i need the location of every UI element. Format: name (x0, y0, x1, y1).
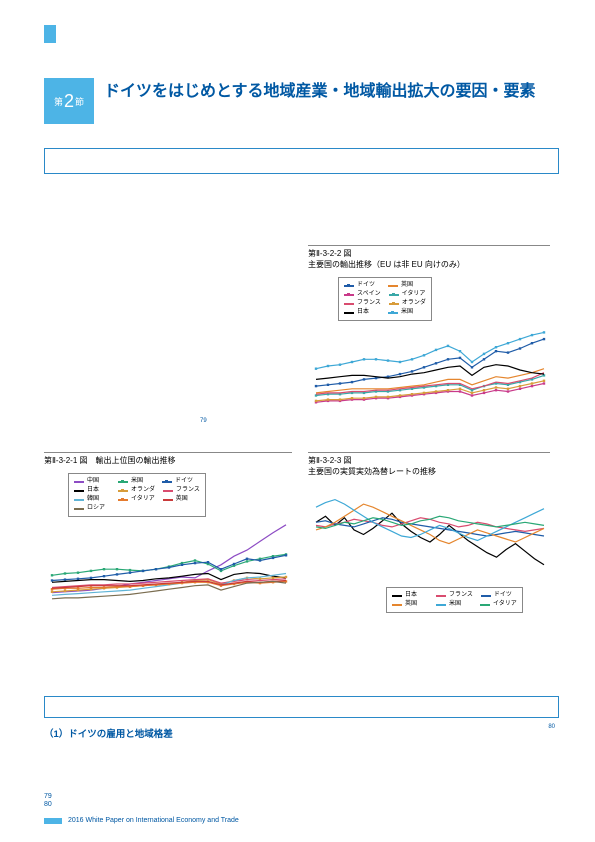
footnote-79: 79 (200, 418, 207, 424)
chart3-title: 第Ⅱ-3-2-3 図主要国の実質実効為替レートの推移 (308, 452, 550, 477)
subtitle-box (44, 148, 559, 174)
section-badge: 第 2 節 (44, 78, 94, 124)
chart1-title: 第Ⅱ-3-2-1 図 輸出上位国の輸出推移 (44, 452, 292, 466)
chart-block-1: 第Ⅱ-3-2-1 図 輸出上位国の輸出推移 中国米国ドイツ日本オランダフランス韓… (44, 452, 292, 614)
chart2-legend: ドイツ英国スペインイタリアフランスオランダ日本米国 (338, 277, 432, 321)
page-title: ドイツをはじめとする地域産業・地域輸出拡大の要因・要素 (104, 80, 559, 104)
section-prefix: 第 (54, 95, 63, 108)
chart-block-2: 第Ⅱ-3-2-2 図主要国の輸出推移（EU は非 EU 向けのみ） ドイツ英国ス… (308, 245, 550, 423)
footer-bar (44, 818, 62, 824)
chart1-legend: 中国米国ドイツ日本オランダフランス韓国イタリア英国ロシア (68, 473, 206, 517)
chart3-legend: 日本フランスドイツ英国米国イタリア (386, 587, 523, 613)
footer-text: 2016 White Paper on International Econom… (68, 817, 239, 824)
subhead-box-2 (44, 696, 559, 718)
section-number: 2 (64, 91, 74, 112)
chart2-title: 第Ⅱ-3-2-2 図主要国の輸出推移（EU は非 EU 向けのみ） (308, 245, 550, 270)
section-suffix: 節 (75, 95, 84, 108)
top-marker (44, 25, 56, 43)
pagenum-a: 79 (44, 793, 52, 800)
footnote-80: 80 (548, 724, 555, 730)
pagenum-b: 80 (44, 801, 52, 808)
chart-block-3: 第Ⅱ-3-2-3 図主要国の実質実効為替レートの推移 日本フランスドイツ英国米国… (308, 452, 550, 625)
subhead-2: （1）ドイツの雇用と地域格差 (44, 726, 173, 740)
